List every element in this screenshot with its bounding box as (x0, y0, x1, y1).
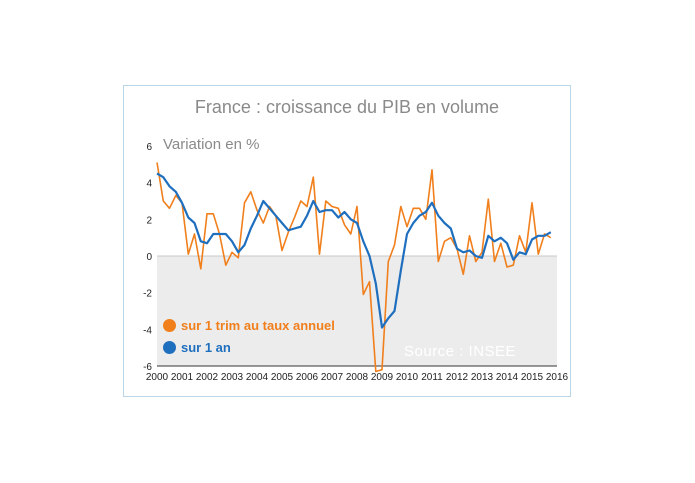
series-line-yearly (156, 172, 552, 329)
y-tick-label: 0 (146, 252, 152, 263)
x-tick-label: 2013 (471, 372, 494, 383)
y-tick-label: 4 (146, 179, 152, 190)
chart-title: France : croissance du PIB en volume (194, 97, 500, 117)
source-label: Source : INSEE (404, 343, 517, 360)
x-tick-label: 2001 (171, 372, 194, 383)
x-tick-label: 2005 (271, 372, 294, 383)
x-axis-ticks: 2000 2001 2002 2003 2004 2005 2006 2007 2008 2009… (146, 372, 569, 383)
x-tick-label: 2002 (196, 372, 219, 383)
x-tick-label: 2015 (521, 372, 544, 383)
y-tick-label: 2 (146, 215, 152, 226)
y-axis-title: Variation en % (163, 136, 260, 153)
y-tick-label: -4 (143, 325, 152, 336)
series-layer (156, 162, 552, 373)
legend-item-quarterly: sur 1 trim au taux annuel (163, 318, 335, 333)
legend-swatch-quarterly (163, 319, 176, 332)
y-tick-label: -2 (143, 289, 152, 300)
x-tick-label: 2016 (546, 372, 569, 383)
x-tick-label: 2006 (296, 372, 319, 383)
y-tick-label: 6 (146, 142, 152, 153)
x-tick-label: 2008 (346, 372, 369, 383)
x-tick-label: 2014 (496, 372, 519, 383)
legend-item-yearly: sur 1 an (163, 340, 231, 355)
x-tick-label: 2009 (371, 372, 394, 383)
legend-label-quarterly: sur 1 trim au taux annuel (181, 318, 335, 333)
negative-region-band (157, 256, 557, 366)
legend-swatch-yearly (163, 341, 176, 354)
x-tick-label: 2011 (421, 372, 443, 383)
y-axis-ticks: 6 4 2 0 -2 -4 -6 (143, 142, 152, 373)
x-tick-label: 2010 (396, 372, 419, 383)
x-tick-label: 2004 (246, 372, 269, 383)
x-tick-label: 2007 (321, 372, 344, 383)
y-tick-label: -6 (143, 362, 152, 373)
x-tick-label: 2012 (446, 372, 469, 383)
x-tick-label: 2003 (221, 372, 244, 383)
legend-label-yearly: sur 1 an (181, 340, 231, 355)
x-tick-label: 2000 (146, 372, 169, 383)
